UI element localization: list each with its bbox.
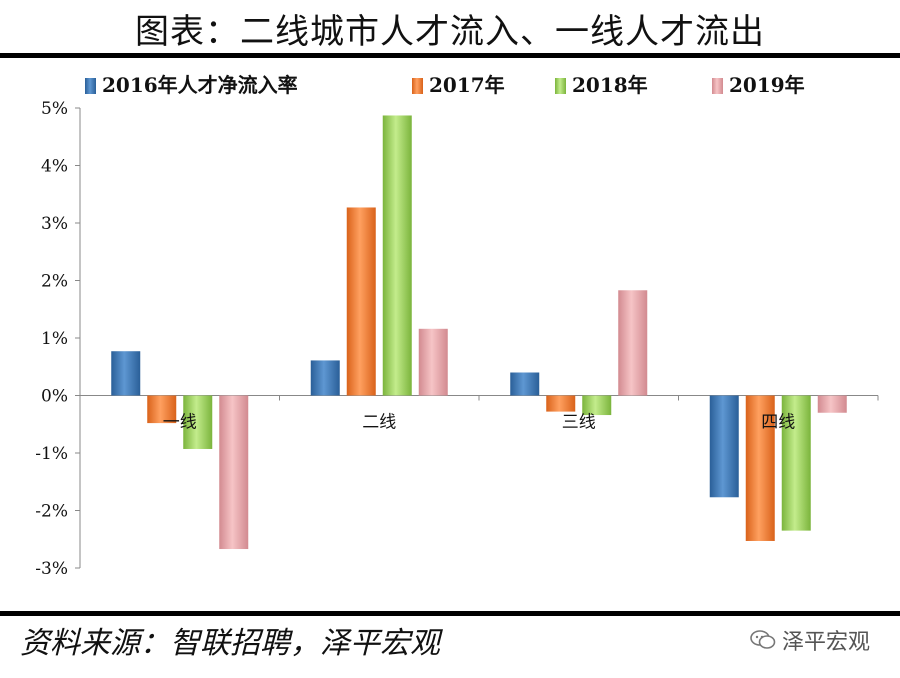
bar	[745, 395, 775, 541]
bar	[781, 395, 811, 531]
legend-swatch	[412, 78, 423, 94]
watermark-text: 泽平宏观	[781, 630, 870, 655]
legend-swatch	[712, 78, 723, 94]
chart-title: 图表：二线城市人才流入、一线人才流出	[135, 12, 765, 52]
bar-chart: 2016年人才净流入率 2017年 2018年 2019年 5% 4% 3% 2% 1% 0% -…	[35, 73, 879, 579]
bar	[382, 115, 412, 396]
y-tick-label: -1%	[35, 444, 68, 464]
y-tick-label: 1%	[41, 329, 68, 349]
bar	[111, 351, 141, 396]
category-label: 二线	[362, 413, 396, 433]
bar	[183, 395, 213, 449]
bars	[111, 115, 847, 550]
bar	[817, 395, 847, 413]
axes: 5% 4% 3% 2% 1% 0% -1% -2% -3%	[35, 99, 879, 579]
legend-label: 2019年	[729, 73, 805, 97]
category-label: 一线	[163, 413, 197, 433]
legend-swatch	[85, 78, 96, 94]
wechat-icon	[750, 630, 776, 649]
bar	[618, 290, 648, 396]
bottom-rule	[0, 611, 900, 616]
legend: 2016年人才净流入率 2017年 2018年 2019年	[85, 73, 805, 97]
source-note: 资料来源：智联招聘，泽平宏观	[20, 626, 440, 661]
y-tick-label: 2%	[41, 272, 68, 292]
legend-label: 2016年人才净流入率	[102, 73, 298, 97]
category-labels: 一线 二线 三线 四线	[163, 413, 796, 433]
legend-swatch	[555, 78, 566, 94]
bar	[219, 395, 249, 550]
bar	[510, 372, 540, 396]
bar	[582, 395, 612, 416]
bar	[418, 328, 448, 396]
category-label: 四线	[761, 413, 795, 433]
y-tick-label: 4%	[41, 157, 68, 177]
y-tick-label: 0%	[41, 387, 68, 407]
y-tick-label: -2%	[35, 502, 68, 522]
category-label: 三线	[562, 413, 596, 433]
bar	[346, 207, 376, 396]
top-rule	[0, 53, 900, 58]
watermark: 泽平宏观	[750, 624, 870, 656]
y-tick-label: 5%	[41, 99, 68, 119]
bar	[546, 395, 576, 412]
bar	[147, 395, 177, 424]
bar	[310, 360, 340, 396]
y-tick-label: 3%	[41, 214, 68, 234]
legend-label: 2018年	[572, 73, 648, 97]
bar	[709, 395, 739, 498]
y-tick-label: -3%	[35, 559, 68, 579]
legend-label: 2017年	[429, 73, 505, 97]
